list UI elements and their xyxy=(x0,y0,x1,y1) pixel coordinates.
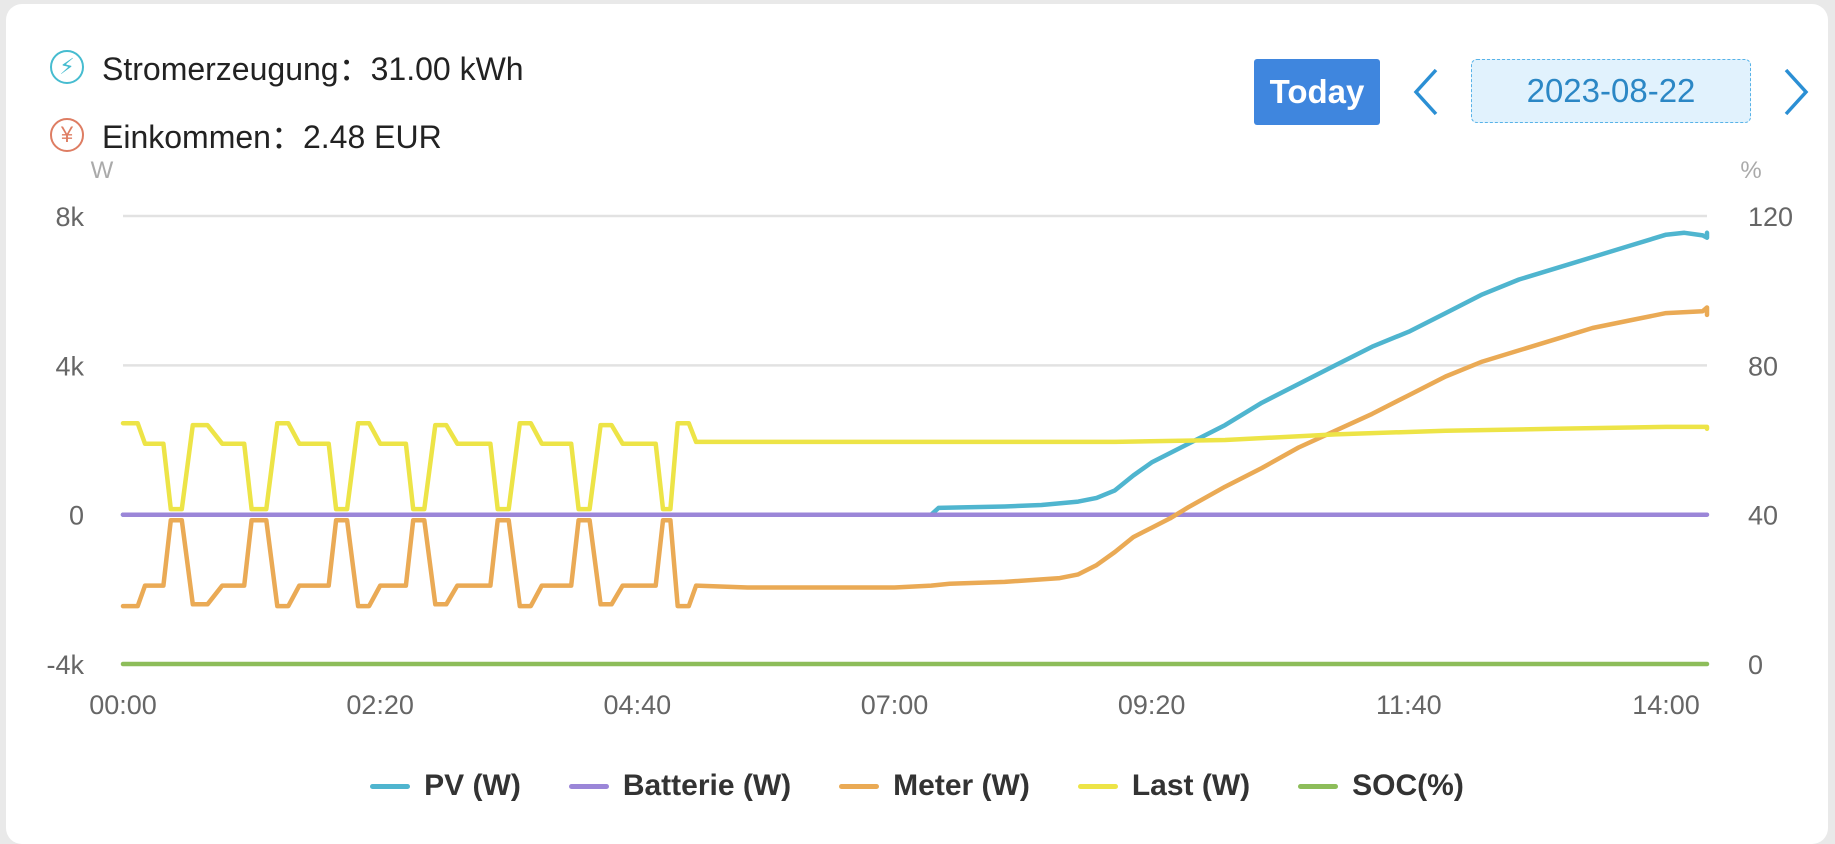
generation-stat: ⚡︎ Stromerzeugung：31.00 kWh xyxy=(50,44,524,90)
y-left-tick-label: 8k xyxy=(55,202,84,232)
income-label: Einkommen xyxy=(102,119,271,155)
legend-item[interactable]: Meter (W) xyxy=(839,769,1030,803)
legend-label: Batterie (W) xyxy=(622,769,792,802)
generation-text: Stromerzeugung：31.00 kWh xyxy=(102,51,524,87)
income-text: Einkommen：2.48 EUR xyxy=(102,119,442,155)
income-stat: ¥ Einkommen：2.48 EUR xyxy=(50,112,442,158)
chevron-left-icon[interactable] xyxy=(1410,66,1442,118)
x-tick-label: 04:40 xyxy=(604,690,672,720)
y-left-tick-label: 4k xyxy=(55,351,84,381)
series-line-2 xyxy=(120,305,1710,609)
generation-label: Stromerzeugung xyxy=(102,51,339,87)
line-chart: 8k 120 4k 80 0 40 -4k 0 W % 00:00 02:20 04:40 07:00 09… xyxy=(46,157,1793,720)
legend-item[interactable]: Batterie (W) xyxy=(568,769,792,803)
y-left-unit: W xyxy=(91,157,114,184)
legend-label: SOC(%) xyxy=(1352,769,1464,802)
x-tick-label: 02:20 xyxy=(346,690,414,720)
legend-label: Last (W) xyxy=(1131,769,1251,802)
y-right-tick-label: 40 xyxy=(1748,501,1778,531)
y-right-tick-label: 80 xyxy=(1748,351,1778,381)
y-left-tick-label: 0 xyxy=(69,501,84,531)
y-right-tick-label: 0 xyxy=(1748,650,1763,680)
y-right-unit: % xyxy=(1740,157,1761,184)
legend-label: Meter (W) xyxy=(893,769,1030,802)
today-button[interactable]: Today xyxy=(1254,59,1380,125)
date-picker[interactable]: 2023-08-22 xyxy=(1471,59,1751,123)
x-tick-label: 11:40 xyxy=(1376,690,1442,720)
legend-swatch xyxy=(1298,783,1339,789)
income-value: 2.48 EUR xyxy=(302,119,442,155)
legend-item[interactable]: SOC(%) xyxy=(1298,769,1464,803)
x-tick-label: 14:00 xyxy=(1632,690,1700,720)
x-tick-label: 00:00 xyxy=(89,690,157,720)
legend-item[interactable]: Last (W) xyxy=(1077,769,1251,803)
legend-swatch xyxy=(568,783,609,789)
y-left-tick-label: -4k xyxy=(46,650,84,680)
legend-item[interactable]: PV (W) xyxy=(370,769,521,803)
legend-label: PV (W) xyxy=(424,769,521,802)
series-line-3 xyxy=(120,420,1710,512)
legend-swatch xyxy=(839,783,880,789)
x-tick-label: 07:00 xyxy=(861,690,929,720)
lightning-bolt-icon: ⚡︎ xyxy=(50,50,84,84)
x-tick-label: 09:20 xyxy=(1118,690,1186,720)
series-lines xyxy=(120,230,1710,667)
yen-icon: ¥ xyxy=(50,118,84,152)
axis-labels: 8k 120 4k 80 0 40 -4k 0 W % 00:00 02:20 04:40 07:00 09… xyxy=(46,157,1793,720)
chevron-right-icon[interactable] xyxy=(1780,66,1812,118)
chart-legend: PV (W) Batterie (W) Meter (W) Last (W) SOC(%… xyxy=(6,769,1828,803)
legend-swatch xyxy=(370,783,411,789)
y-right-tick-label: 120 xyxy=(1748,202,1793,232)
series-line-0 xyxy=(120,230,1710,517)
chart-card: ⚡︎ Stromerzeugung：31.00 kWh ¥ Einkommen：… xyxy=(6,4,1828,844)
legend-swatch xyxy=(1077,783,1118,789)
generation-value: 31.00 kWh xyxy=(370,51,524,87)
